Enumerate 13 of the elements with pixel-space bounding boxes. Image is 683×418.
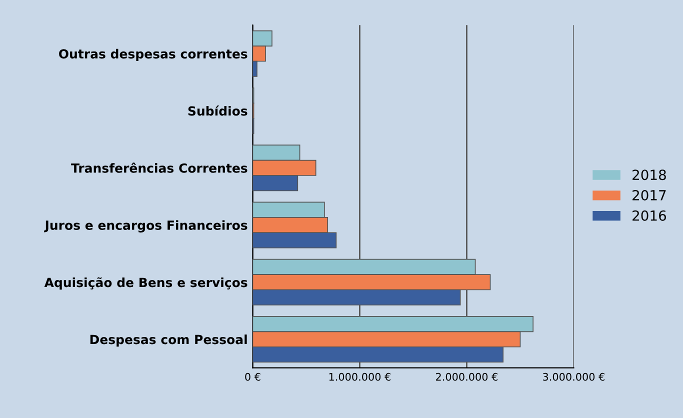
y-tick-label: Despesas com Pessoal [90, 334, 247, 347]
y-tick-label: Aquisição de Bens e serviços [44, 277, 248, 290]
x-tick-label: 0 € [245, 372, 260, 381]
legend-label: 2016 [632, 210, 666, 221]
x-tick-label: 2.000.000 € [436, 372, 498, 381]
y-tick-label: Juros e encargos Financeiros [44, 220, 248, 232]
x-tick-label: 3.000.000 € [543, 372, 605, 381]
y-tick-label: Transferências Correntes [71, 162, 248, 173]
x-tick-label: 1.000.000 € [329, 372, 390, 381]
y-tick-label: Subídios [188, 106, 248, 116]
legend-label: 2018 [632, 170, 666, 180]
y-tick-label: Outras despesas correntes [59, 48, 248, 61]
legend-label: 2017 [632, 190, 666, 200]
